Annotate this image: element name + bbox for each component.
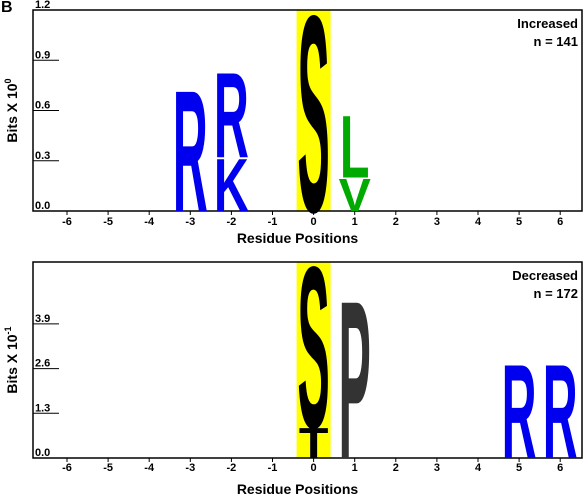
highlight-band (296, 10, 331, 211)
annotation-line: n = 172 (534, 286, 578, 301)
y-tick-label: 2.6 (35, 358, 50, 370)
logo-letter: R (214, 47, 249, 184)
annotation-line: Decreased (512, 268, 578, 283)
y-axis-label: Bits X 100 (3, 78, 20, 142)
x-tick-label: -3 (185, 216, 195, 228)
y-tick-label: 3.9 (35, 313, 50, 325)
logo-letter: K (214, 144, 249, 227)
x-tick-label: -3 (185, 462, 195, 474)
x-tick-label: 2 (393, 216, 399, 228)
panel-letter: B (1, 0, 13, 16)
x-axis-label: Residue Positions (237, 230, 359, 246)
y-tick-label: 1.3 (35, 402, 50, 414)
y-tick-label: 0.9 (35, 49, 50, 61)
annotation-line: Increased (517, 16, 578, 31)
x-tick-label: -6 (62, 462, 72, 474)
logo-letter: R (502, 338, 537, 487)
x-tick-label: 6 (557, 462, 563, 474)
x-tick-label: 4 (475, 462, 482, 474)
annotation-line: n = 141 (534, 34, 578, 49)
logo-letter: R (543, 338, 578, 487)
x-tick-label: 3 (434, 462, 440, 474)
chart-increased: 0.0 0.3 0.6 0.9 1.2 -6 -5 -4 -3 -2 -1 0 1 2 3 4 5 6 Residu… (3, 0, 583, 271)
x-tick-label: -2 (227, 462, 237, 474)
x-tick-label: -5 (103, 462, 113, 474)
logo-letter: S (297, 0, 329, 271)
chart-decreased: 0.0 1.3 2.6 3.9 -6 -5 -4 -3 -2 -1 0 1 2 3 4 5 6 Residue P… (3, 219, 583, 499)
x-tick-label: 2 (393, 462, 399, 474)
logo-letter: T (299, 418, 329, 467)
x-tick-label: -1 (268, 216, 278, 228)
x-tick-label: -6 (62, 216, 72, 228)
x-tick-label: 0 (311, 216, 317, 228)
y-tick-label: 0.6 (35, 100, 50, 112)
x-tick-label: -4 (144, 216, 155, 228)
logo-letter: R (173, 54, 208, 247)
x-tick-label: 1 (352, 462, 358, 474)
y-axis-label-text: Bits X 10 (4, 83, 20, 142)
y-tick-label: 0.0 (35, 200, 50, 212)
y-axis-label: Bits X 10-1 (3, 326, 20, 393)
x-tick-label: 5 (516, 462, 522, 474)
y-tick-label: 0.3 (35, 150, 50, 162)
plot-frame (32, 261, 583, 459)
x-tick-label: 3 (434, 216, 440, 228)
logo-letter: L (340, 98, 370, 197)
x-tick-label: 4 (475, 216, 482, 228)
x-tick-label: -2 (227, 216, 237, 228)
y-axis-label-text: Bits X 10 (4, 334, 20, 393)
x-tick-label: -1 (268, 462, 278, 474)
y-tick-label: 0.0 (35, 447, 50, 459)
x-axis-label: Residue Positions (237, 481, 359, 497)
x-tick-label: 1 (352, 216, 358, 228)
x-tick-label: 6 (557, 216, 563, 228)
x-tick-label: 0 (311, 462, 317, 474)
x-tick-label: 5 (516, 216, 522, 228)
y-tick-label: 1.2 (35, 0, 50, 11)
logo-letter: S (297, 219, 329, 476)
x-tick-label: -4 (144, 462, 155, 474)
highlight-band (296, 262, 331, 458)
logo-letter: P (339, 253, 371, 499)
y-axis-label-exponent: -1 (3, 326, 13, 334)
y-axis-label-exponent: 0 (3, 78, 13, 83)
logo-letter: V (339, 170, 372, 222)
x-tick-label: -5 (103, 216, 113, 228)
